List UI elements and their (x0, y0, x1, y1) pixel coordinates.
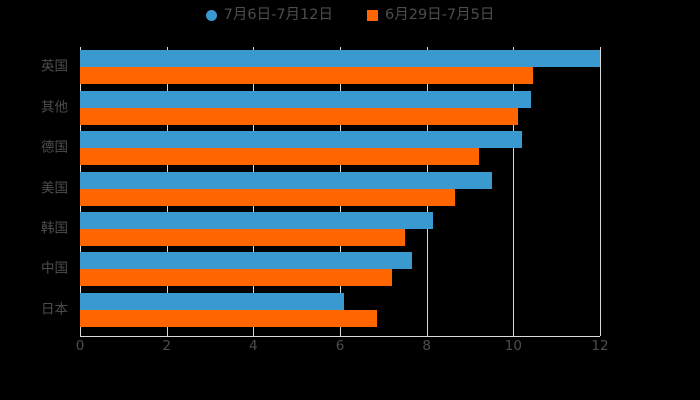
x-tick-mark-6 (340, 330, 341, 336)
bar-series-1[interactable] (80, 292, 345, 310)
bar-series-1[interactable] (80, 90, 531, 108)
bar-group (80, 252, 600, 287)
y-axis-label-1: 其他 (41, 98, 68, 115)
plot-area (80, 47, 601, 330)
legend-marker-circle-icon (205, 9, 217, 21)
bar-series-2[interactable] (80, 269, 392, 287)
x-tick-mark-12 (600, 330, 601, 336)
bar-series-1[interactable] (80, 211, 434, 229)
bar-series-2[interactable] (80, 188, 455, 206)
legend-item-series-1[interactable]: 7月6日-7月12日 (205, 7, 333, 23)
chart-legend: 7月6日-7月12日 6月29日-7月5日 (0, 8, 700, 23)
bar-group (80, 171, 600, 206)
x-tick-label-8: 8 (422, 338, 431, 354)
legend-item-series-2[interactable]: 6月29日-7月5日 (367, 8, 494, 23)
x-tick-label-6: 6 (335, 338, 345, 354)
y-axis-label-3: 美国 (41, 179, 68, 196)
legend-label-series-1: 7月6日-7月12日 (223, 7, 333, 23)
x-axis-line (80, 336, 600, 337)
gridline-x-12 (600, 47, 601, 330)
bar-series-2[interactable] (80, 148, 479, 166)
x-tick-label-2: 2 (162, 338, 171, 354)
gridline-x-10 (513, 47, 515, 330)
bar-series-1[interactable] (80, 50, 600, 68)
bar-group (80, 292, 600, 327)
bar-series-2[interactable] (80, 67, 533, 85)
y-axis-label-5: 中国 (41, 260, 68, 277)
y-axis-category-labels: 英国其他德国美国韩国中国日本 (0, 47, 74, 330)
bar-group (80, 90, 600, 125)
x-tick-mark-10 (513, 330, 515, 336)
x-tick-mark-4 (253, 330, 255, 336)
bar-series-2[interactable] (80, 309, 377, 327)
x-tick-label-4: 4 (249, 338, 258, 354)
bar-group (80, 50, 600, 85)
bar-group (80, 131, 600, 166)
legend-marker-square-icon (367, 9, 378, 21)
bar-series-1[interactable] (80, 171, 492, 189)
bar-series-2[interactable] (80, 228, 405, 246)
y-axis-label-0: 英国 (41, 58, 68, 75)
bar-series-1[interactable] (80, 252, 412, 270)
x-tick-mark-0 (80, 330, 81, 336)
x-tick-label-12: 12 (591, 338, 609, 354)
y-axis-label-2: 德国 (41, 139, 68, 156)
y-axis-label-6: 日本 (41, 301, 68, 318)
y-axis-label-4: 韩国 (41, 220, 68, 237)
x-tick-label-0: 0 (75, 338, 85, 354)
bar-group (80, 211, 600, 246)
x-tick-mark-2 (166, 330, 168, 336)
x-axis: 0 2 4 6 8 10 12 (76, 330, 609, 360)
bar-series-1[interactable] (80, 131, 522, 149)
bar-series-2[interactable] (80, 107, 518, 125)
legend-label-series-2: 6月29日-7月5日 (385, 7, 495, 23)
x-tick-label-10: 10 (504, 338, 522, 354)
x-tick-mark-8 (426, 330, 428, 336)
